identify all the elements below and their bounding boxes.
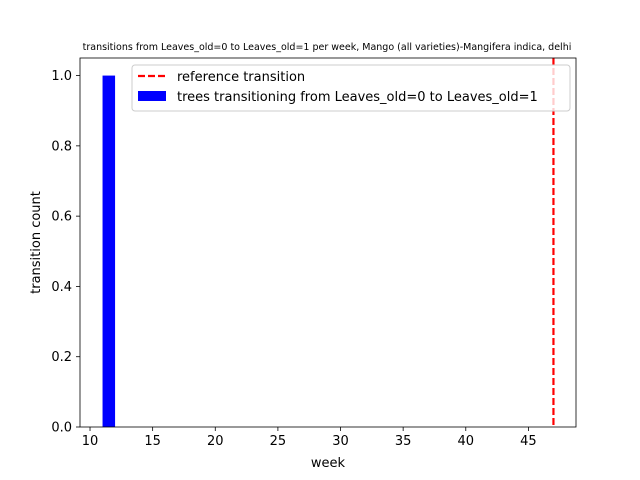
plot-frame [79, 57, 577, 428]
legend: reference transition trees transitioning… [131, 64, 571, 112]
chart-title: transitions from Leaves_old=0 to Leaves_… [83, 42, 572, 53]
y-tick-label: 0.8 [51, 139, 72, 154]
x-tick-label: 40 [458, 434, 475, 449]
x-tick-label: 35 [395, 434, 412, 449]
x-tick-label: 15 [144, 434, 161, 449]
legend-bar-swatch [138, 91, 166, 101]
x-axis: 10 15 20 25 30 35 40 45 [82, 427, 537, 449]
x-tick-label: 30 [332, 434, 349, 449]
x-axis-label: week [311, 456, 346, 471]
x-tick-label: 10 [82, 434, 99, 449]
y-tick-label: 0.2 [51, 350, 72, 365]
y-tick-label: 0.6 [51, 210, 72, 225]
y-axis-label: transition count [29, 191, 44, 294]
bar [102, 75, 116, 428]
x-tick-label: 25 [270, 434, 287, 449]
legend-bar-label: trees transitioning from Leaves_old=0 to… [177, 90, 538, 105]
legend-reference-label: reference transition [177, 70, 305, 85]
x-tick-label: 20 [207, 434, 224, 449]
x-tick-label: 45 [520, 434, 537, 449]
plot-area [102, 58, 555, 428]
legend-box [131, 64, 571, 112]
y-axis: 0.0 0.2 0.4 0.6 0.8 1.0 [51, 69, 80, 436]
y-tick-label: 1.0 [51, 69, 72, 84]
y-tick-label: 0.0 [51, 421, 72, 436]
y-tick-label: 0.4 [51, 280, 72, 295]
